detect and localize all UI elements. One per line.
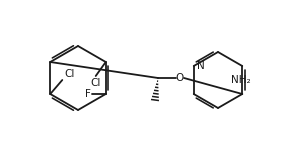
Text: F: F [85, 89, 91, 99]
Text: Cl: Cl [64, 69, 75, 79]
Text: NH₂: NH₂ [232, 75, 251, 85]
Text: N: N [197, 61, 204, 71]
Text: Cl: Cl [90, 78, 101, 88]
Text: O: O [176, 73, 184, 83]
